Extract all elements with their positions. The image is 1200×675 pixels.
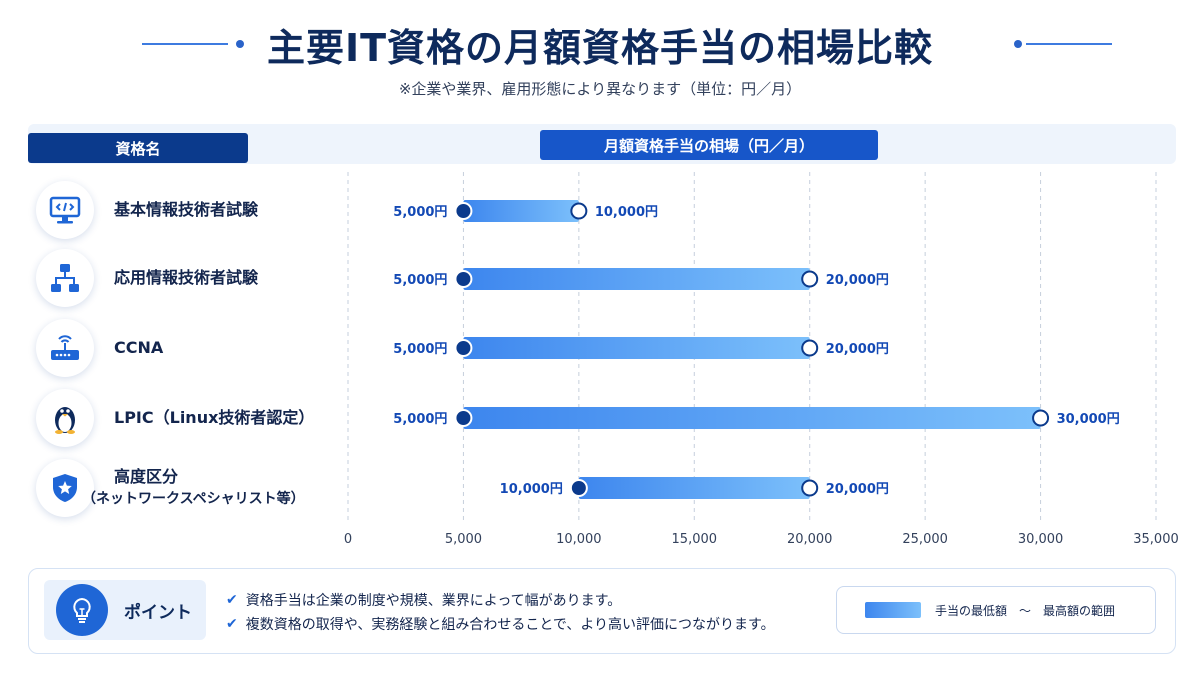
row-label-2: CCNA — [36, 316, 163, 380]
title-decor-line-right — [1026, 43, 1112, 45]
point-badge: ポイント — [44, 580, 206, 640]
page-title: 主要IT資格の月額資格手当の相場比較 — [266, 25, 934, 70]
point-item: ✔ 資格手当は企業の制度や規模、業界によって幅があります。 — [226, 588, 775, 612]
min-value-label: 10,000円 — [500, 482, 563, 497]
title-decor-dot-left — [236, 40, 244, 48]
range-chart: 0 5,000 10,000 15,000 20,000 25,000 30,000 35,0… — [344, 172, 1179, 547]
row-label-text: 応用情報技術者試験 — [114, 268, 259, 287]
point-item: ✔ 複数資格の取得や、実務経験と組み合わせることで、より高い評価につながります。 — [226, 612, 775, 636]
x-tick-label: 35,000 — [1133, 532, 1179, 547]
max-value-label: 20,000円 — [826, 342, 889, 357]
subtitle: ※企業や業界、雇用形態により異なります（単位：円／月） — [398, 80, 802, 98]
point-list: ✔ 資格手当は企業の制度や規模、業界によって幅があります。 ✔ 複数資格の取得や… — [226, 588, 775, 636]
row-label-text: CCNA — [114, 338, 164, 357]
max-value-label: 10,000円 — [595, 205, 658, 220]
min-value-label: 5,000円 — [393, 273, 447, 288]
min-value-label: 5,000円 — [393, 205, 447, 220]
row-label-text: 高度区分 — [114, 467, 179, 486]
row-label-4: 高度区分 （ネットワークスペシャリスト等） — [36, 456, 305, 520]
min-marker — [454, 339, 473, 357]
x-tick-label: 5,000 — [445, 532, 482, 547]
x-tick-label: 0 — [344, 532, 352, 547]
max-marker — [570, 202, 588, 220]
legend-text: 手当の最低額 ～ 最高額の範囲 — [935, 603, 1116, 618]
title-decor-line-left — [142, 43, 228, 45]
min-marker — [454, 270, 473, 288]
row-label-0: 基本情報技術者試験 — [36, 178, 258, 242]
min-marker — [454, 409, 473, 427]
max-marker — [1032, 409, 1050, 427]
min-value-label: 5,000円 — [393, 342, 447, 357]
min-marker — [454, 202, 473, 220]
range-bar — [463, 337, 810, 359]
max-marker — [801, 339, 819, 357]
title-area: 主要IT資格の月額資格手当の相場比較 — [0, 14, 1200, 74]
x-tick-label: 20,000 — [787, 532, 833, 547]
range-bar — [578, 477, 810, 499]
shield-star-icon — [36, 459, 94, 517]
x-tick-label: 15,000 — [672, 532, 718, 547]
computer-code-icon — [36, 181, 94, 239]
row-label-text: LPIC（Linux技術者認定） — [114, 408, 315, 427]
x-tick-label: 25,000 — [902, 532, 948, 547]
point-item-text: 複数資格の取得や、実務経験と組み合わせることで、より高い評価につながります。 — [245, 617, 775, 633]
max-marker — [801, 479, 819, 497]
penguin-icon — [36, 389, 94, 447]
max-marker — [801, 270, 819, 288]
row-label-subtext: （ネットワークスペシャリスト等） — [82, 491, 305, 507]
range-bar — [463, 200, 579, 222]
min-marker — [569, 479, 588, 497]
title-decor-dot-right — [1014, 40, 1022, 48]
legend: 手当の最低額 ～ 最高額の範囲 — [836, 586, 1156, 634]
router-icon — [36, 319, 94, 377]
x-tick-label: 30,000 — [1018, 532, 1064, 547]
lightbulb-icon — [56, 584, 108, 636]
row-label-3: LPIC（Linux技術者認定） — [36, 386, 314, 450]
min-value-label: 5,000円 — [393, 412, 447, 427]
range-bar — [463, 268, 810, 290]
hierarchy-diagram-icon — [36, 249, 94, 307]
point-item-text: 資格手当は企業の制度や規模、業界によって幅があります。 — [245, 593, 622, 609]
header-range-column: 月額資格手当の相場（円／月） — [540, 130, 878, 160]
check-icon: ✔ — [226, 592, 238, 608]
row-label-text: 基本情報技術者試験 — [114, 200, 259, 219]
max-value-label: 20,000円 — [826, 482, 889, 497]
legend-swatch — [865, 602, 921, 618]
range-bar — [463, 407, 1041, 429]
header-name-column: 資格名 — [28, 133, 248, 163]
row-label-1: 応用情報技術者試験 — [36, 246, 258, 310]
point-title: ポイント — [124, 602, 192, 623]
x-tick-label: 10,000 — [556, 532, 602, 547]
check-icon: ✔ — [226, 616, 238, 632]
max-value-label: 30,000円 — [1057, 412, 1120, 427]
max-value-label: 20,000円 — [826, 273, 889, 288]
